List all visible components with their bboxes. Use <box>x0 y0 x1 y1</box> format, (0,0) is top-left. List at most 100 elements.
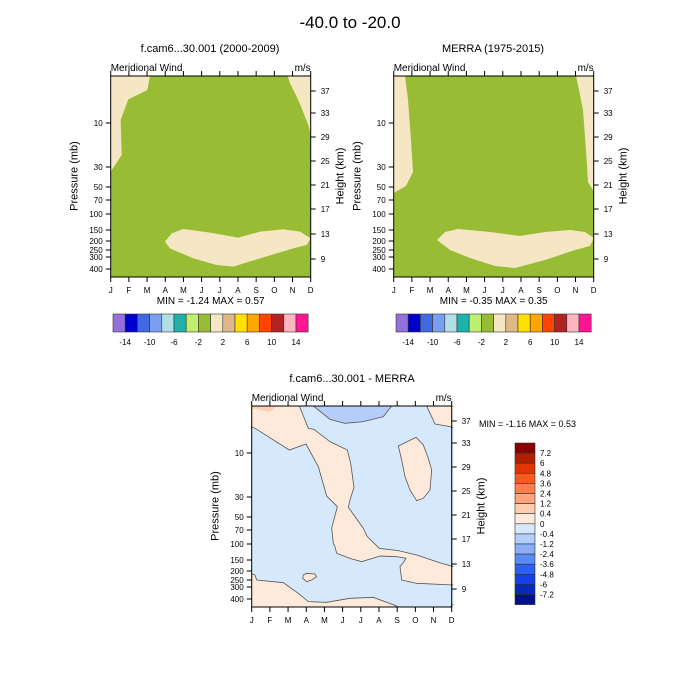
y-tick-label: 70 <box>377 196 386 205</box>
y2-tick-label: 25 <box>321 157 330 166</box>
main-title: -40.0 to -20.0 <box>299 13 400 32</box>
y-tick-label: 250 <box>372 246 386 255</box>
x-tick-label: J <box>109 286 113 295</box>
y-tick-label: 400 <box>230 595 244 604</box>
colorbar-label: 0.4 <box>540 510 552 519</box>
contour-positive <box>251 573 398 607</box>
colorbar-main: -14 -10 -6 -2 2 6 10 14 <box>112 313 309 347</box>
colorbar-box <box>542 313 555 333</box>
colorbar-label: 3.6 <box>540 479 552 488</box>
colorbar-box <box>222 313 236 333</box>
colorbar-label: -4.8 <box>540 570 554 579</box>
x-tick-label: N <box>290 286 296 295</box>
colorbar-difference: 7.264.83.6 2.41.20.40-0.4-1.2-2.4-3.6-4.8… <box>514 442 554 605</box>
colorbar-label: 6 <box>528 338 533 347</box>
y-tick-label: 50 <box>94 183 103 192</box>
field-positive-region <box>437 229 594 268</box>
y-tick-label: 400 <box>372 265 386 274</box>
y-tick-label: 300 <box>89 253 103 262</box>
colorbar-label: -7.2 <box>540 591 554 600</box>
colorbar-label: -6 <box>170 338 178 347</box>
colorbar-box <box>514 462 536 474</box>
colorbar-box <box>420 313 433 333</box>
y2-tick-label: 25 <box>462 487 471 496</box>
x-tick-label: M <box>463 286 470 295</box>
colorbar-box <box>554 313 568 333</box>
colorbar-box <box>456 313 470 333</box>
panel-difference: MIN = -1.16 MAX = 0.53 <box>251 406 576 607</box>
x-tick-label: J <box>218 286 222 295</box>
x-tick-label: O <box>271 286 277 295</box>
y2-tick-label: 25 <box>604 157 613 166</box>
colorbar-box <box>514 584 536 595</box>
y-tick-label: 200 <box>230 567 244 576</box>
field-positive-region <box>110 76 150 172</box>
x-tick-label: O <box>412 616 418 625</box>
colorbar-box <box>514 543 536 555</box>
y2-tick-label: 33 <box>462 439 471 448</box>
plot-frame <box>110 75 312 278</box>
colorbar-box <box>514 442 536 454</box>
x-tick-label: S <box>253 286 258 295</box>
y2-tick-label: 9 <box>604 255 609 264</box>
x-tick-label: M <box>144 286 151 295</box>
x-tick-label: J <box>501 286 505 295</box>
y2-tick-label: 33 <box>604 109 613 118</box>
colorbar-box <box>137 313 150 333</box>
y-tick-label: 50 <box>235 513 244 522</box>
y-tick-label: 10 <box>377 119 386 128</box>
colorbar-box <box>198 313 211 333</box>
plot-frame <box>251 405 453 608</box>
panel-title: f.cam6...30.001 (2000-2009) <box>141 43 280 55</box>
colorbar-box <box>514 493 536 504</box>
panel-merra <box>393 76 594 277</box>
y2-tick-label: 37 <box>321 87 330 96</box>
x-tick-label: F <box>409 286 414 295</box>
y2-tick-label: 13 <box>321 230 330 239</box>
variable-label: Meridional Wind <box>394 63 466 74</box>
y-tick-label: 30 <box>377 163 386 172</box>
colorbar-box <box>468 313 482 333</box>
colorbar-box <box>210 313 224 333</box>
y-tick-label: 250 <box>89 246 103 255</box>
panel-title: f.cam6...30.001 - MERRA <box>289 373 415 385</box>
y-tick-label: 30 <box>235 493 244 502</box>
colorbar-label: 2 <box>504 338 509 347</box>
colorbar-label: 10 <box>550 338 559 347</box>
colorbar-box <box>185 313 199 333</box>
y2-tick-label: 29 <box>462 463 471 472</box>
y2-tick-label: 17 <box>604 205 613 214</box>
units-label: m/s <box>295 63 311 74</box>
x-tick-label: J <box>250 616 254 625</box>
y-tick-label: 100 <box>89 210 103 219</box>
y-tick-label: 150 <box>372 226 386 235</box>
units-label: m/s <box>436 393 452 404</box>
colorbar-box <box>514 594 536 605</box>
colorbar-label: -2 <box>195 338 203 347</box>
colorbar-box <box>173 313 187 333</box>
x-tick-label: N <box>431 616 437 625</box>
y2-tick-label: 13 <box>462 560 471 569</box>
y2-tick-label: 29 <box>321 133 330 142</box>
contour-positive <box>397 436 433 502</box>
colorbar-box <box>259 313 272 333</box>
x-tick-label: F <box>267 616 272 625</box>
x-tick-label: J <box>359 616 363 625</box>
x-tick-label: D <box>449 616 455 625</box>
colorbar-label: 0 <box>540 520 545 529</box>
x-tick-label: A <box>235 286 241 295</box>
y-tick-label: 300 <box>372 253 386 262</box>
contour-positive <box>302 572 318 583</box>
axes-panel-2: MERRA (1975-2015)Meridional Wind m/sJ F M A M… <box>352 43 630 307</box>
y2-tick-label: 37 <box>604 87 613 96</box>
y-axis-label: Pressure (mb) <box>69 141 81 211</box>
colorbar-box <box>407 313 421 333</box>
axes-panel-1: f.cam6...30.001 (2000-2009) Meridional Wi… <box>69 43 347 307</box>
colorbar-box <box>161 313 175 333</box>
colorbar-label: -10 <box>144 338 156 347</box>
field-positive-region <box>164 228 311 267</box>
y-tick-label: 70 <box>94 196 103 205</box>
contour-positive-strong <box>251 406 277 412</box>
y-tick-label: 300 <box>230 583 244 592</box>
x-tick-label: S <box>536 286 541 295</box>
